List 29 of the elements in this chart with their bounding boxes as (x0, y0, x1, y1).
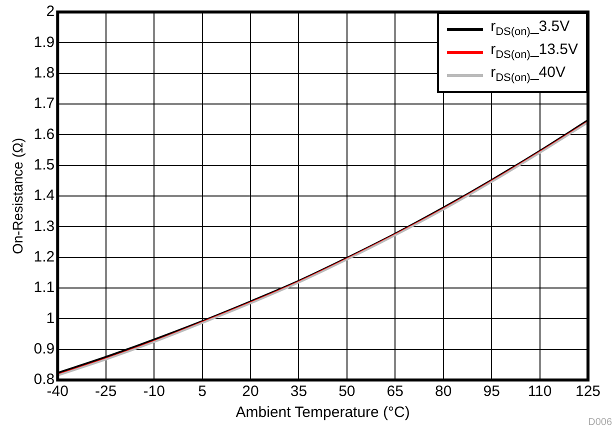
y-axis-title: On-Resistance (Ω) (9, 138, 26, 254)
x-tick-label: -10 (143, 383, 165, 400)
x-tick-label: -25 (95, 383, 117, 400)
x-tick-label: 50 (338, 383, 356, 400)
y-tick-label: 1.8 (34, 64, 55, 82)
legend-label: r$_{DS(on)}$_3.5V (490, 18, 570, 40)
y-tick-label: 1.4 (34, 187, 55, 204)
x-tick-label: 65 (386, 383, 404, 400)
x-tick-label: 125 (575, 383, 601, 400)
x-tick-label: 110 (528, 383, 552, 400)
x-tick-label: 20 (242, 383, 259, 400)
legend-label: r$_{DS(on)}$_13.5V (490, 41, 578, 63)
y-tick-label: 1 (46, 310, 55, 327)
y-tick-label: 1.7 (34, 95, 55, 112)
text: D006 (588, 417, 612, 428)
y-tick-label: 1.1 (34, 279, 55, 296)
y-tick-label: 1.3 (34, 218, 55, 235)
x-tick-label: 5 (198, 383, 206, 400)
y-tick-label: 1.5 (34, 156, 55, 174)
x-axis-title: Ambient Temperature (°C) (236, 404, 410, 422)
y-tick-label: 0.9 (34, 340, 55, 358)
x-tick-label: 80 (435, 383, 452, 400)
y-tick-label: 1.2 (34, 248, 55, 266)
y-tick-label: 2 (46, 3, 55, 20)
x-tick-label: 95 (483, 383, 500, 400)
x-tick-label: 35 (290, 383, 308, 400)
legend-label: r$_{DS(on)}$_40V (490, 64, 566, 86)
y-tick-label: 1.6 (34, 126, 55, 143)
y-tick-label: 1.9 (34, 34, 55, 51)
